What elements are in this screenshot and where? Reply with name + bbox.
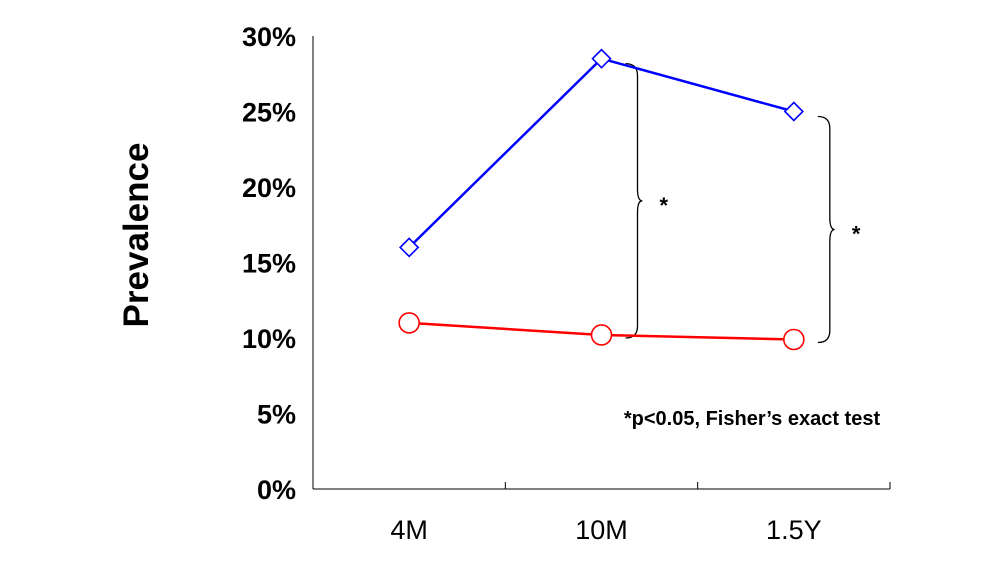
y-tick-label: 30% bbox=[242, 22, 296, 52]
series-line bbox=[408, 57, 795, 249]
significance-brace bbox=[817, 115, 835, 344]
data-point-diamond bbox=[783, 101, 804, 122]
x-tick-label: 10M bbox=[575, 515, 628, 545]
y-tick-label: 5% bbox=[257, 400, 296, 430]
y-tick-label: 15% bbox=[242, 249, 296, 279]
y-tick-labels: 0% 5% 10% 15% 20% 25% 30% bbox=[242, 22, 296, 505]
series-2 bbox=[398, 312, 805, 351]
y-tick-label: 25% bbox=[242, 98, 296, 128]
series-1 bbox=[399, 48, 804, 258]
x-tick-labels: 4M 10M 1.5Y bbox=[390, 515, 821, 545]
axes bbox=[312, 36, 891, 490]
data-point-circle bbox=[783, 328, 805, 351]
data-point-circle bbox=[398, 312, 420, 334]
y-tick-label: 10% bbox=[242, 324, 296, 354]
statistical-test-note: *p<0.05, Fisher’s exact test bbox=[624, 408, 881, 430]
x-tick-label: 1.5Y bbox=[766, 515, 822, 545]
significance-brace bbox=[625, 63, 643, 339]
significance-brackets: ** bbox=[625, 63, 861, 344]
significance-star: * bbox=[852, 222, 861, 247]
data-point-diamond bbox=[399, 237, 420, 258]
y-tick-label: 20% bbox=[242, 173, 296, 203]
x-tick-label: 4M bbox=[390, 515, 428, 545]
data-series bbox=[398, 48, 805, 351]
y-axis-label: Prevalence bbox=[117, 143, 156, 328]
y-tick-label: 0% bbox=[257, 475, 296, 505]
significance-star: * bbox=[660, 193, 669, 218]
data-point-circle bbox=[590, 324, 613, 346]
data-point-diamond bbox=[591, 48, 612, 69]
